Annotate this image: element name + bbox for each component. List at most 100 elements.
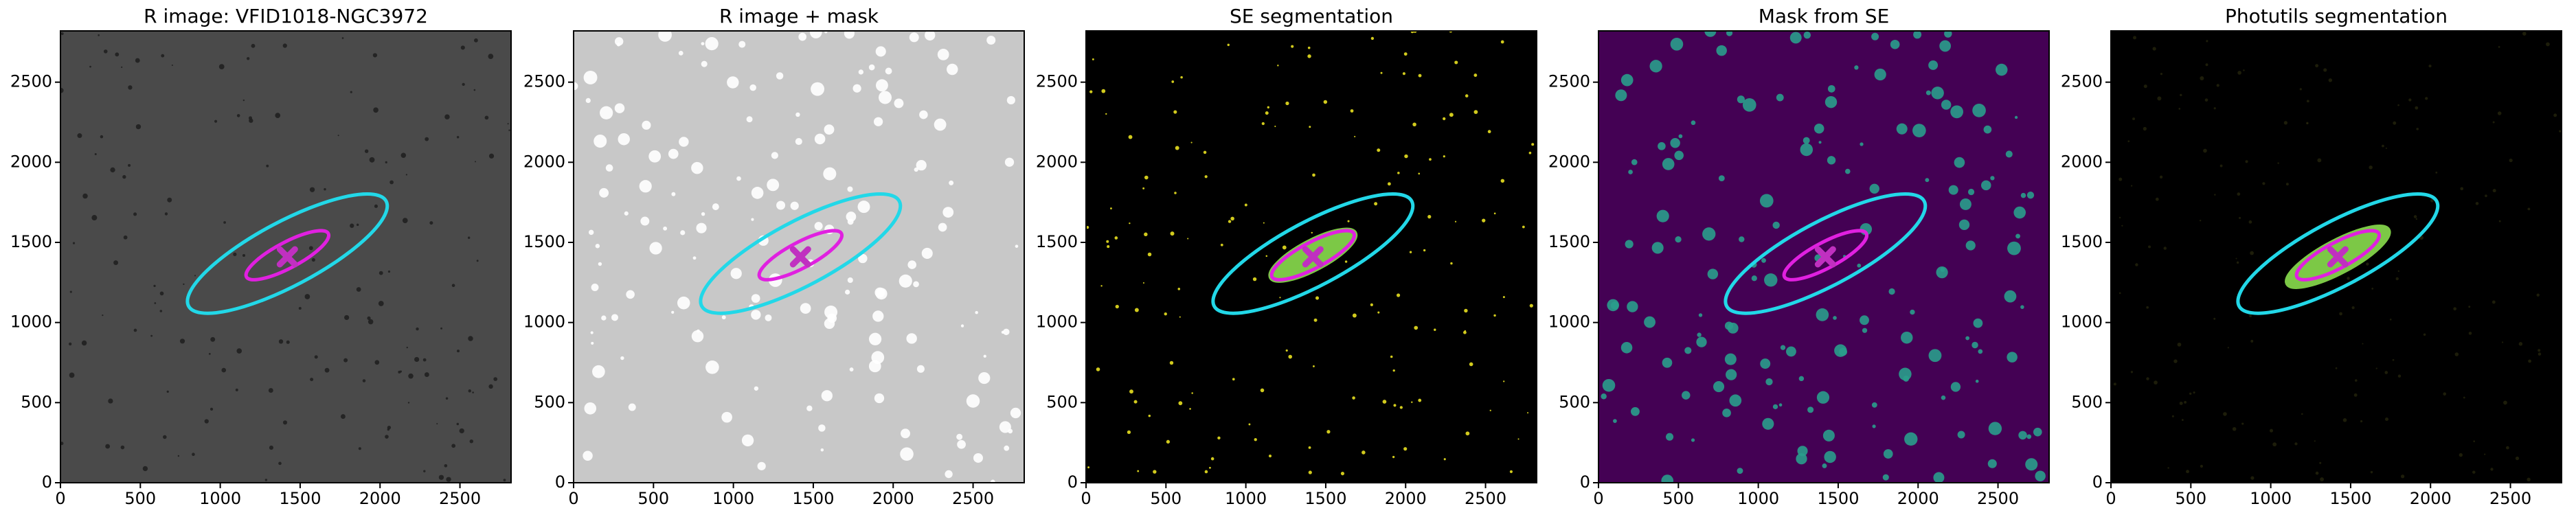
texture-spot: [697, 329, 700, 333]
y-tick-label: 1000: [10, 312, 52, 332]
texture-spot: [1174, 192, 1177, 194]
texture-spot: [874, 393, 885, 404]
texture-spot: [2127, 140, 2130, 143]
texture-spot: [94, 152, 97, 155]
texture-spot: [1148, 414, 1151, 417]
texture-spot: [1427, 215, 1432, 219]
texture-spot: [2328, 78, 2333, 82]
texture-spot: [605, 164, 613, 172]
texture-spot: [2243, 69, 2245, 71]
texture-spot: [1392, 455, 1395, 459]
texture-spot: [459, 428, 464, 434]
texture-spot: [1913, 31, 1922, 39]
texture-spot: [1912, 124, 1926, 137]
texture-spot: [2335, 367, 2338, 369]
texture-spot: [444, 114, 450, 119]
texture-spot: [1454, 60, 1458, 65]
texture-spot: [2416, 128, 2419, 130]
x-tick-label: 1500: [792, 489, 834, 508]
texture-spot: [1860, 315, 1869, 325]
texture-spot: [696, 222, 707, 233]
texture-spot: [154, 302, 157, 304]
texture-spot: [1106, 240, 1109, 243]
center-marker: [276, 246, 298, 268]
panel: R image + mask 0 500 1000 1500 2000 2500 0 500 10…: [523, 5, 1025, 508]
texture-spot: [1662, 357, 1673, 368]
texture-spot: [1493, 212, 1496, 215]
texture-spot: [757, 461, 766, 470]
x-tick-label: 2000: [1897, 489, 1939, 508]
texture-spot: [1901, 332, 1913, 344]
texture-spot: [1133, 400, 1138, 404]
texture-spot: [1888, 288, 1895, 295]
texture-spot: [179, 339, 185, 344]
texture-spot: [1129, 389, 1133, 394]
center-marker: [2327, 246, 2349, 268]
texture-spot: [1925, 178, 1930, 183]
texture-spot: [2245, 160, 2248, 163]
texture-spot: [960, 324, 964, 328]
texture-spot: [2347, 277, 2350, 280]
texture-spot: [648, 150, 662, 163]
texture-spot: [1380, 71, 1383, 74]
texture-spot: [738, 41, 746, 48]
texture-spot: [921, 247, 933, 259]
texture-spot: [1487, 130, 1491, 134]
texture-spot: [1370, 303, 1373, 307]
texture-spot: [901, 428, 911, 439]
panel-title: R image: VFID1018-NGC3972: [144, 5, 428, 27]
texture-spot: [591, 341, 594, 345]
texture-spot: [1127, 430, 1131, 435]
x-tick-label: 2500: [952, 489, 994, 508]
texture-spot: [1115, 304, 1119, 309]
texture-spot: [1307, 54, 1311, 58]
texture-spot: [754, 386, 759, 391]
texture-spot: [875, 46, 886, 57]
texture-spot: [1871, 32, 1879, 41]
texture-spot: [1096, 367, 1100, 371]
texture-spot: [2497, 111, 2502, 115]
texture-spot: [2248, 220, 2252, 224]
texture-spot: [624, 211, 629, 216]
texture-spot: [2306, 100, 2309, 103]
texture-spot: [473, 89, 476, 91]
texture-spot: [1265, 111, 1269, 115]
texture-spot: [2468, 306, 2471, 308]
texture-spot: [2490, 468, 2494, 471]
texture-spot: [122, 174, 126, 179]
y-tick-label: 2500: [1036, 72, 1078, 91]
texture-spot: [1177, 288, 1181, 290]
texture-spot: [751, 294, 760, 303]
y-tick-label: 500: [1559, 392, 1590, 411]
texture-spot: [614, 103, 625, 113]
texture-spot: [1323, 100, 1328, 104]
texture-spot: [1737, 95, 1745, 104]
texture-spot: [1347, 220, 1350, 222]
texture-spot: [749, 84, 756, 91]
texture-spot: [844, 31, 855, 39]
texture-spot: [1409, 251, 1412, 253]
texture-spot: [1910, 309, 1915, 315]
texture-spot: [947, 63, 958, 76]
texture-spot: [1987, 459, 1997, 468]
texture-spot: [1312, 365, 1315, 367]
texture-spot: [1469, 362, 1473, 367]
x-tick-label: 2500: [1977, 489, 2019, 508]
texture-spot: [1772, 221, 1780, 229]
texture-spot: [691, 161, 703, 174]
texture-spot: [1010, 407, 1021, 419]
texture-spot: [310, 378, 314, 382]
texture-spot: [872, 310, 884, 322]
texture-spot: [1716, 45, 1727, 56]
texture-spot: [973, 453, 983, 463]
texture-spot: [1625, 240, 1634, 249]
texture-spot: [407, 402, 410, 404]
texture-spot: [2249, 314, 2252, 317]
texture-spot: [598, 262, 602, 266]
axes-frame: [60, 30, 512, 483]
texture-spot: [1615, 89, 1627, 102]
texture-spot: [1128, 135, 1133, 139]
texture-spot: [2160, 73, 2163, 76]
texture-spot: [1274, 125, 1276, 128]
texture-spot: [476, 260, 479, 262]
